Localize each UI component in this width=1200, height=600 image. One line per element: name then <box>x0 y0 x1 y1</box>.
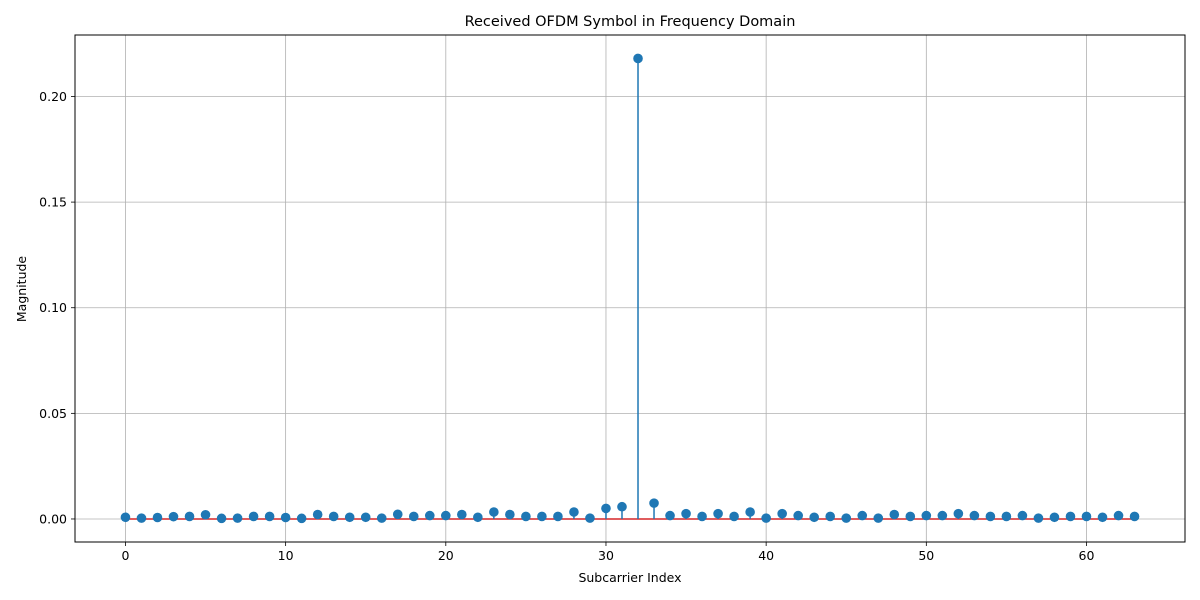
stem-marker <box>793 510 803 521</box>
stem-marker <box>1001 511 1012 522</box>
stem-marker <box>376 513 387 523</box>
chart-title: Received OFDM Symbol in Frequency Domain <box>465 14 796 30</box>
y-tick-label: 0.10 <box>39 300 67 315</box>
stem-marker <box>441 510 451 521</box>
stem-marker <box>553 511 563 522</box>
stem-marker <box>232 513 243 523</box>
stem-marker <box>521 511 531 522</box>
stem-marker <box>857 510 868 521</box>
markers <box>120 53 1140 524</box>
x-tick-label: 50 <box>918 548 934 563</box>
stem-marker <box>761 513 771 523</box>
stem-marker <box>729 511 739 522</box>
stem-marker <box>312 509 323 520</box>
stem-marker <box>537 511 547 522</box>
x-tick-label: 20 <box>438 548 454 563</box>
stem-marker <box>953 508 964 519</box>
stem-marker <box>136 513 147 523</box>
stem-marker <box>665 510 675 521</box>
y-tick-label: 0.05 <box>39 406 67 421</box>
stem-marker <box>264 511 275 522</box>
stem-marker <box>873 513 884 523</box>
stem-marker <box>473 512 483 523</box>
y-axis-label: Magnitude <box>14 256 29 323</box>
stem-marker <box>617 501 627 512</box>
x-tick-label: 30 <box>598 548 614 563</box>
y-tick-label: 0.15 <box>39 195 67 210</box>
stem-marker <box>457 509 467 520</box>
stem-marker <box>841 513 852 523</box>
stem-marker <box>809 512 819 523</box>
stem-marker <box>168 511 179 522</box>
stem-marker <box>713 508 723 519</box>
stem-marker <box>969 510 980 521</box>
x-axis-label: Subcarrier Index <box>578 570 681 585</box>
stem-marker <box>248 511 259 522</box>
stem-marker <box>424 510 435 521</box>
x-axis-ticks: 0 10 20 30 40 50 60 <box>121 542 1094 563</box>
stem-marker <box>1097 512 1108 523</box>
y-axis-ticks: 0.00 0.05 0.10 0.15 0.20 <box>39 89 75 526</box>
stem-marker <box>1065 511 1076 522</box>
stem-marker <box>296 513 307 524</box>
stem-marker <box>745 507 755 517</box>
stem-marker <box>152 512 163 523</box>
y-tick-label: 0.20 <box>39 89 67 104</box>
stem-marker <box>825 511 836 522</box>
grid <box>75 35 1185 542</box>
stem-marker <box>200 509 211 520</box>
stem-marker <box>585 513 595 523</box>
stem-marker <box>489 507 499 517</box>
stem-marker <box>408 511 419 522</box>
stem-marker <box>985 511 996 522</box>
stem-marker <box>328 511 339 522</box>
stem-marker <box>1033 513 1044 523</box>
stem-marker <box>633 53 643 64</box>
stem-marker <box>344 512 355 523</box>
stem-marker <box>1081 511 1092 522</box>
stem-marker <box>360 512 371 523</box>
stem-marker <box>569 507 579 517</box>
stem-marker <box>1129 511 1140 522</box>
stem-marker <box>505 509 515 520</box>
x-tick-label: 40 <box>758 548 774 563</box>
stem-marker <box>777 508 787 519</box>
x-tick-label: 10 <box>278 548 294 563</box>
stem-marker <box>889 509 900 520</box>
stem-marker <box>184 511 195 522</box>
stem-marker <box>649 498 659 508</box>
stem-marker <box>937 510 948 521</box>
stem-marker <box>905 511 916 522</box>
stem-marker <box>1113 510 1124 521</box>
stem-marker <box>1049 512 1060 523</box>
x-tick-label: 60 <box>1079 548 1095 563</box>
stem-marker <box>120 512 131 523</box>
stem-marker <box>681 508 691 519</box>
stem-marker <box>280 512 291 523</box>
y-tick-label: 0.00 <box>39 511 67 526</box>
stem-marker <box>601 503 611 514</box>
stem-marker <box>1017 510 1028 521</box>
stem-marker <box>921 510 932 521</box>
x-tick-label: 0 <box>121 548 129 563</box>
plot-frame <box>74 34 1186 543</box>
stem-marker <box>216 513 227 524</box>
stem-marker <box>697 511 707 522</box>
stem-marker <box>392 509 403 520</box>
